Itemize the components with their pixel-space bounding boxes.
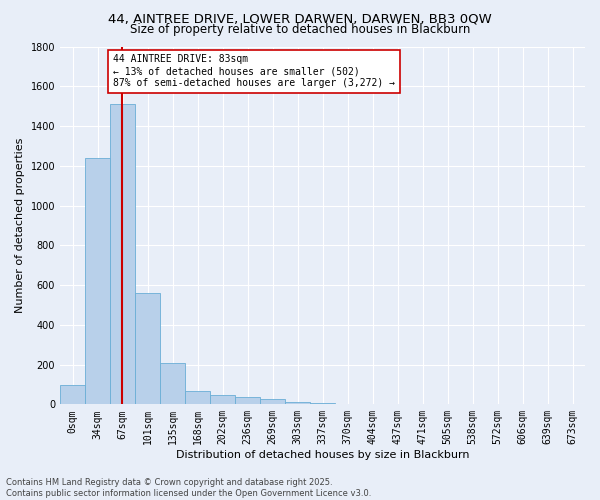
Text: Size of property relative to detached houses in Blackburn: Size of property relative to detached ho…: [130, 22, 470, 36]
Bar: [60, 386, 85, 404]
Bar: [185, 391, 210, 404]
Bar: [235, 398, 260, 404]
X-axis label: Distribution of detached houses by size in Blackburn: Distribution of detached houses by size …: [176, 450, 469, 460]
Bar: [85, 158, 110, 404]
Bar: [310, 402, 335, 404]
Bar: [160, 362, 185, 405]
Text: 44, AINTREE DRIVE, LOWER DARWEN, DARWEN, BB3 0QW: 44, AINTREE DRIVE, LOWER DARWEN, DARWEN,…: [108, 12, 492, 26]
Bar: [285, 402, 310, 404]
Bar: [210, 395, 235, 404]
Bar: [260, 399, 285, 404]
Text: 44 AINTREE DRIVE: 83sqm
← 13% of detached houses are smaller (502)
87% of semi-d: 44 AINTREE DRIVE: 83sqm ← 13% of detache…: [113, 54, 395, 88]
Bar: [110, 104, 135, 405]
Bar: [135, 293, 160, 405]
Text: Contains HM Land Registry data © Crown copyright and database right 2025.
Contai: Contains HM Land Registry data © Crown c…: [6, 478, 371, 498]
Y-axis label: Number of detached properties: Number of detached properties: [15, 138, 25, 313]
